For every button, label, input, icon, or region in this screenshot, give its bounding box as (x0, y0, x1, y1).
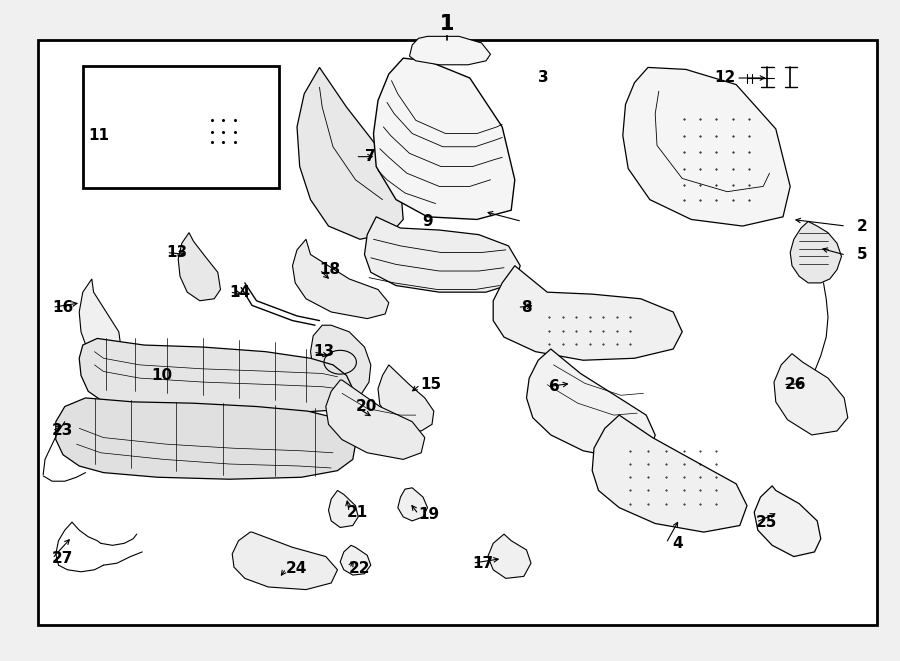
Text: 25: 25 (756, 515, 778, 529)
Polygon shape (292, 239, 389, 319)
Text: 4: 4 (672, 536, 683, 551)
Polygon shape (297, 67, 403, 239)
Bar (38, 40, 877, 625)
Polygon shape (328, 490, 358, 527)
Text: 23: 23 (52, 424, 74, 438)
Text: 18: 18 (320, 262, 340, 277)
Text: 5: 5 (857, 247, 868, 262)
Polygon shape (774, 354, 848, 435)
Text: 10: 10 (151, 368, 172, 383)
Polygon shape (310, 325, 371, 398)
Text: 3: 3 (538, 71, 549, 85)
Text: 24: 24 (286, 561, 308, 576)
Text: 16: 16 (52, 300, 74, 315)
Text: 9: 9 (422, 214, 433, 229)
Text: 13: 13 (313, 344, 334, 359)
Text: 7: 7 (364, 149, 375, 164)
Text: 1: 1 (440, 14, 454, 34)
Text: 26: 26 (785, 377, 806, 392)
Polygon shape (56, 398, 356, 479)
Text: 21: 21 (346, 505, 368, 520)
Polygon shape (326, 380, 425, 459)
Text: 15: 15 (420, 377, 441, 392)
Polygon shape (398, 488, 428, 521)
Polygon shape (97, 83, 164, 157)
Text: 17: 17 (472, 556, 493, 570)
Polygon shape (754, 486, 821, 557)
Bar (83, 66, 279, 188)
Text: 11: 11 (88, 128, 109, 143)
Polygon shape (178, 233, 220, 301)
Text: 12: 12 (715, 71, 736, 85)
Polygon shape (374, 58, 515, 219)
Polygon shape (526, 349, 655, 459)
Text: 8: 8 (521, 300, 532, 315)
Text: 19: 19 (418, 507, 439, 522)
Text: 20: 20 (356, 399, 377, 414)
Polygon shape (340, 545, 371, 575)
Text: 13: 13 (166, 245, 187, 260)
Text: 22: 22 (349, 561, 371, 576)
Polygon shape (623, 67, 790, 226)
Polygon shape (592, 415, 747, 532)
Polygon shape (488, 534, 531, 578)
Polygon shape (232, 532, 338, 590)
Polygon shape (493, 266, 682, 360)
Polygon shape (410, 36, 490, 65)
Polygon shape (790, 221, 842, 283)
Text: 6: 6 (549, 379, 560, 394)
Polygon shape (180, 83, 254, 157)
Text: 27: 27 (52, 551, 74, 566)
Polygon shape (79, 279, 122, 365)
Text: 1: 1 (440, 14, 454, 34)
Text: 14: 14 (230, 285, 250, 299)
Polygon shape (79, 338, 353, 413)
Text: 2: 2 (857, 219, 868, 233)
Polygon shape (378, 365, 434, 431)
Polygon shape (364, 217, 520, 292)
